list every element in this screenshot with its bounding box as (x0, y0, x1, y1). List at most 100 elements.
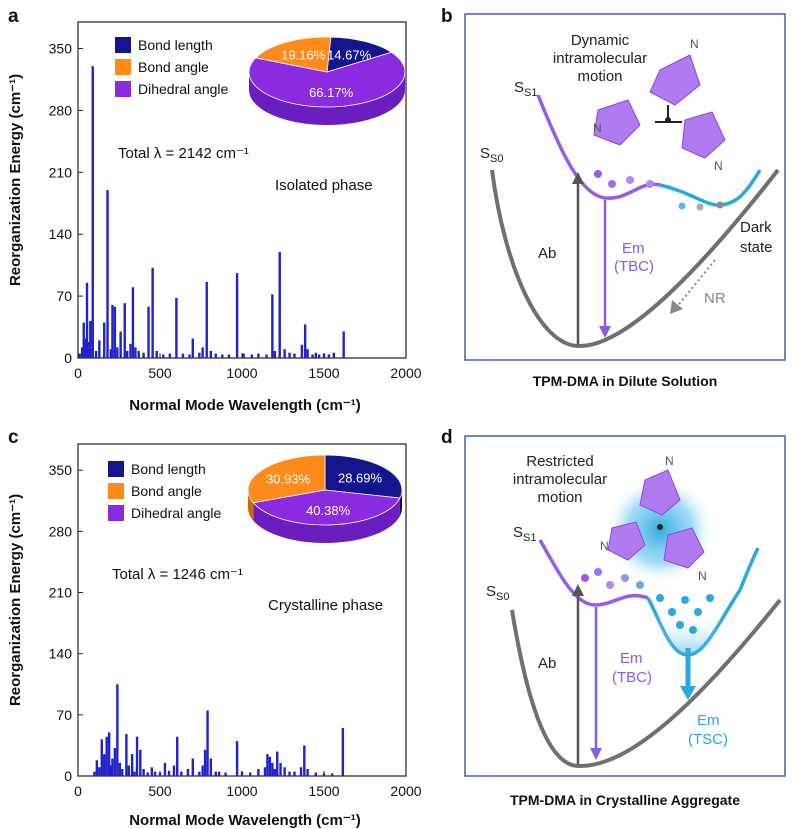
em-tsc-label: Em (697, 712, 720, 729)
bar (142, 352, 145, 358)
bar (257, 353, 260, 358)
bar (131, 287, 135, 358)
bar (129, 343, 132, 358)
phase-annotation: Crystalline phase (268, 597, 383, 614)
bar (227, 354, 231, 358)
bar (263, 767, 267, 776)
bar (105, 736, 108, 776)
bar (311, 354, 314, 358)
bar-chart-crystalline: 0 70 140 210 280 350 0 500 1000 1500 2000 (49, 443, 422, 799)
bar (137, 350, 140, 358)
bar (249, 772, 252, 776)
bar (153, 771, 157, 776)
bar (84, 338, 87, 358)
dark-state-label-1: Dark (740, 219, 772, 236)
bar (109, 349, 112, 358)
bar (118, 762, 122, 776)
pie-chart-isolated: 14.67% 66.17% 19.16% (248, 36, 406, 125)
bar (172, 765, 176, 776)
bar (116, 684, 119, 776)
bar (95, 760, 99, 776)
y-axis-label: Reorganization Energy (cm⁻¹) (7, 494, 24, 706)
em-type-label: (TBC) (614, 258, 654, 275)
pie-value-label: 30.93% (266, 472, 311, 487)
y-tick-label: 70 (56, 288, 72, 304)
bar (191, 758, 194, 776)
legend-swatch-dihedral (115, 81, 131, 97)
bar (111, 758, 114, 776)
pie-side (253, 498, 400, 543)
bar (116, 347, 119, 358)
s0-potential-curve (490, 168, 780, 349)
bar (191, 338, 194, 358)
bar (142, 769, 145, 776)
svg-text:N: N (600, 539, 609, 553)
bar (113, 306, 117, 358)
y-tick-label: 350 (49, 41, 73, 57)
x-tick-label: 0 (74, 783, 82, 799)
pie-chart-crystalline: 28.69% 40.38% 30.93% (247, 454, 403, 543)
ab-label: Ab (538, 655, 556, 672)
y-tick-label: 0 (64, 350, 72, 366)
bar (98, 767, 101, 776)
phase-annotation: Isolated phase (275, 177, 373, 194)
bar (224, 772, 227, 776)
bar (306, 349, 309, 358)
bar (111, 304, 114, 358)
bar (221, 354, 224, 358)
bar (139, 749, 142, 776)
pie-value-label: 19.16% (281, 48, 326, 63)
bar (205, 281, 208, 358)
legend-swatch-bond-length (115, 37, 131, 53)
s1-potential-curve-left (536, 94, 661, 200)
legend-label: Bond length (138, 37, 213, 53)
total-lambda-annotation: Total λ = 1246 cm⁻¹ (112, 566, 243, 583)
legend-swatch-bond-angle (108, 483, 124, 499)
em-tsc-type-label: (TSC) (688, 731, 728, 748)
y-tick-label: 140 (49, 646, 73, 662)
bar (162, 354, 165, 358)
bar (342, 331, 345, 358)
x-tick-label: 2000 (390, 783, 421, 799)
bar (198, 771, 201, 776)
motion-label-2: intramolecular (553, 50, 647, 67)
x-tick-label: 2000 (390, 365, 421, 381)
dark-state-label-2: state (740, 239, 773, 256)
bar (303, 745, 306, 776)
bar (203, 749, 207, 776)
bar (168, 353, 172, 358)
bar (125, 734, 128, 776)
bar (293, 353, 296, 358)
exciton-dots (594, 170, 724, 211)
s1-label: SS1 (513, 524, 536, 544)
bar (147, 306, 150, 358)
y-axis-label: Reorganization Energy (cm⁻¹) (7, 74, 24, 286)
legend-swatch-bond-length (108, 461, 124, 477)
motion-label-3: motion (577, 68, 622, 85)
bar (341, 727, 345, 776)
bar (271, 762, 274, 776)
bar (278, 251, 281, 358)
s0-label: SS0 (486, 583, 509, 603)
bar (299, 767, 303, 776)
x-tick-label: 500 (148, 783, 172, 799)
svg-text:N: N (698, 569, 707, 583)
s1-potential-curve-left (538, 539, 649, 607)
bar (314, 772, 317, 776)
legend-swatch-dihedral (108, 505, 124, 521)
bar (201, 347, 204, 358)
bar (181, 353, 185, 358)
bar (126, 350, 129, 358)
svg-text:N: N (593, 121, 602, 135)
bar (98, 340, 101, 358)
bar (273, 769, 276, 776)
s0-label: SS0 (480, 145, 503, 165)
exciton-dots (581, 568, 714, 634)
tsc-well-fill (655, 612, 725, 655)
legend-label: Bond angle (131, 483, 202, 499)
bar (134, 347, 137, 358)
y-tick-label: 280 (49, 102, 73, 118)
bar (103, 754, 106, 776)
legend: Bond length Bond angle Dihedral angle (115, 37, 228, 97)
pie-slice (326, 36, 393, 73)
